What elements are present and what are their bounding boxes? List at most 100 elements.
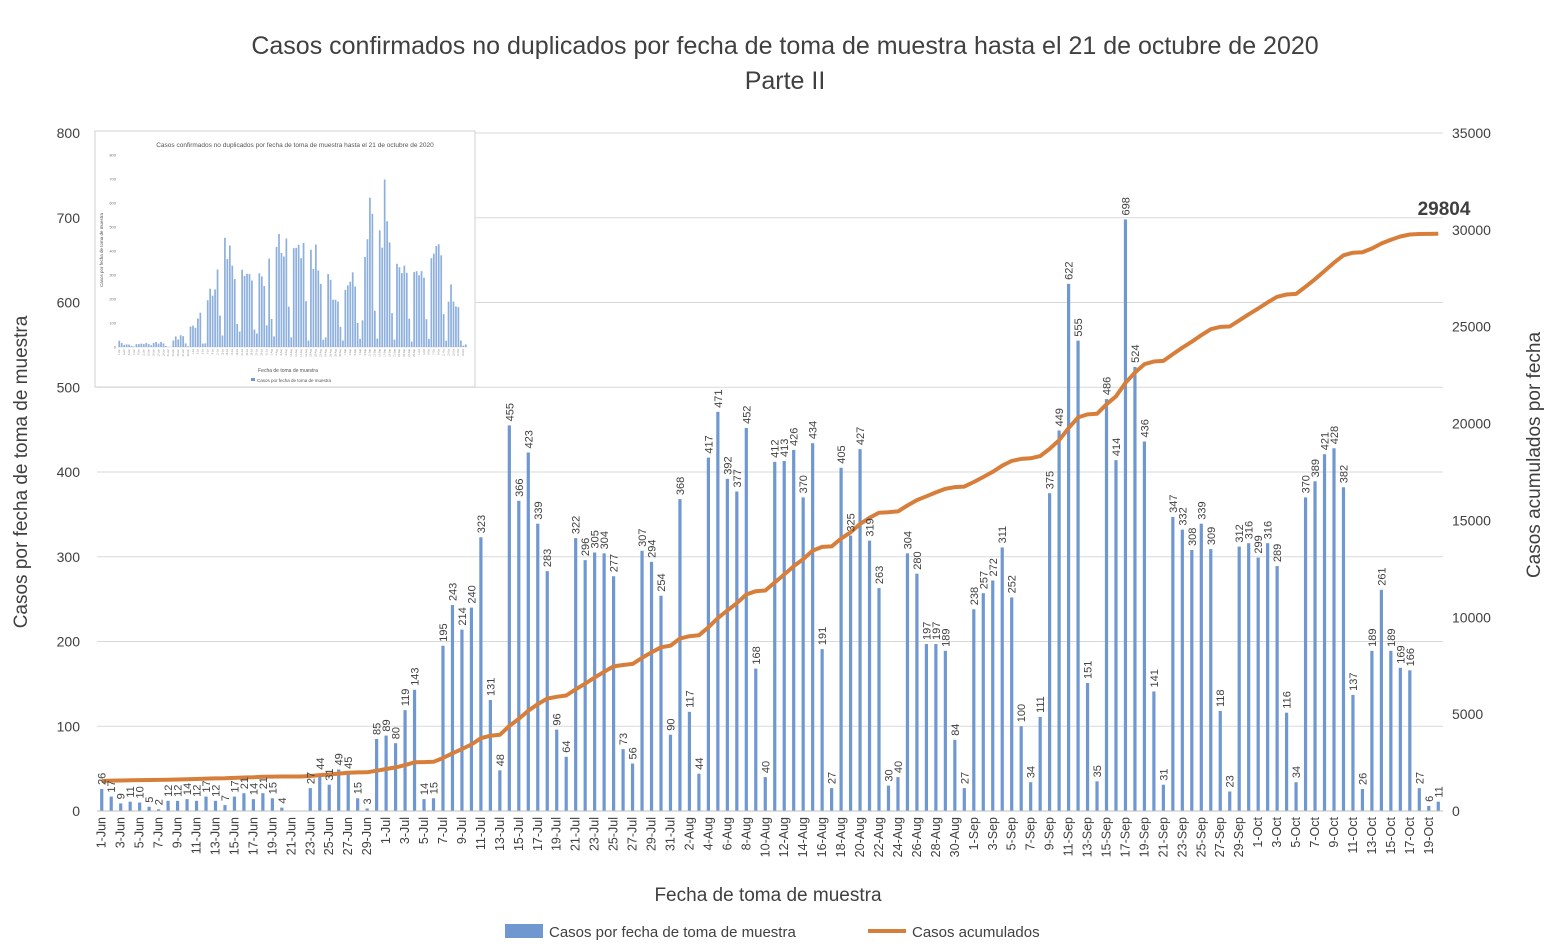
bar [792, 449, 796, 811]
inset-bar [236, 323, 239, 347]
bar [1322, 454, 1327, 811]
inset-x-tick-label: 19-Sep [388, 348, 391, 356]
inset-x-tick-label: 19-Jul [236, 349, 239, 356]
inset-x-tick-label: 27-Sep [408, 348, 411, 356]
x-tick-label: 22-Aug [872, 817, 886, 857]
bar [479, 537, 483, 811]
inset-bar [447, 301, 450, 347]
inset-bar [157, 343, 160, 347]
bar-data-label: 332 [1177, 507, 1189, 525]
legend-line-label: Casos acumulados [912, 924, 1040, 941]
inset-x-tick-label: 15-Sep [379, 348, 382, 356]
bar-data-label: 15 [429, 782, 441, 794]
bar [574, 538, 578, 811]
y-left-tick-label: 800 [57, 125, 81, 141]
inset-bar [125, 344, 128, 347]
inset-bar [238, 331, 241, 347]
bar [659, 595, 663, 811]
bar-data-label: 555 [1073, 318, 1085, 336]
inset-bar [283, 256, 285, 347]
inset-bar [260, 276, 263, 347]
bar [630, 763, 635, 811]
bar [1190, 549, 1194, 811]
inset-bar [226, 259, 229, 347]
x-tick-label: 30-Aug [948, 817, 962, 857]
inset-x-tick-label: 17-Oct [457, 349, 460, 357]
inset-x-tick-label: 13-Jun [148, 348, 151, 356]
inset-x-tick-label: 19-Oct [462, 349, 465, 357]
bar-data-label: 27 [959, 772, 971, 784]
bar-data-label: 452 [741, 406, 753, 424]
y-right-tick-label: 30000 [1452, 222, 1491, 238]
bar [128, 801, 132, 811]
inset-frame [94, 130, 476, 388]
inset-bar [393, 339, 396, 347]
bar-data-label: 370 [798, 475, 810, 493]
inset-bar [228, 245, 231, 347]
bar-data-label: 48 [495, 754, 507, 766]
bar-data-label: 214 [457, 607, 469, 625]
bar [1095, 781, 1099, 811]
x-tick-label: 21-Jul [569, 817, 583, 851]
inset-bar [322, 339, 325, 347]
inset-x-tick-label: 25-Sep [403, 348, 406, 356]
bar [270, 798, 274, 811]
x-tick-label: 13-Oct [1365, 816, 1379, 854]
x-tick-label: 7-Oct [1308, 816, 1322, 847]
inset-bar [243, 275, 246, 347]
inset-bar [408, 318, 411, 347]
bar-data-label: 56 [628, 747, 640, 759]
x-tick-label: 24-Aug [891, 817, 905, 857]
inset-x-tick-label: 1-Jun [118, 348, 121, 355]
bar-data-label: 455 [504, 403, 516, 421]
inset-bar [246, 273, 248, 347]
bar-data-label: 471 [713, 389, 725, 407]
bar-data-label: 311 [997, 526, 1009, 544]
bar-data-label: 17 [201, 780, 213, 792]
legend-bar-swatch [505, 924, 543, 938]
bar-data-label: 243 [447, 583, 459, 601]
bar-data-label: 277 [609, 554, 621, 572]
bar-data-label: 40 [760, 761, 772, 773]
inset-bar [201, 343, 204, 347]
bar-data-label: 304 [902, 531, 914, 549]
bar-data-label: 436 [1139, 419, 1151, 437]
bar [801, 497, 805, 811]
bar-data-label: 421 [1320, 432, 1332, 450]
bar [972, 609, 976, 811]
bar-data-label: 137 [1348, 673, 1360, 691]
inset-x-tick-label: 23-Sep [398, 348, 401, 356]
inset-bar [197, 318, 199, 347]
inset-bar [152, 342, 155, 347]
bar [602, 553, 606, 811]
bar-data-label: 486 [1102, 377, 1114, 395]
bar-data-label: 312 [1234, 524, 1246, 542]
bar [811, 443, 815, 811]
inset-x-tick-label: 21-Jul [241, 349, 244, 356]
bar [356, 798, 360, 811]
bar-data-label: 73 [618, 733, 630, 745]
inset-x-tick-label: 2-Aug [270, 348, 273, 355]
inset-x-tick-label: 20-Aug [315, 348, 318, 356]
x-tick-label: 8-Aug [739, 817, 753, 850]
y-left-tick-label: 200 [57, 634, 81, 650]
bar-data-label: 119 [400, 689, 412, 707]
inset-x-tick-label: 21-Sep [393, 348, 396, 356]
inset-bar [160, 341, 162, 347]
bar-data-label: 305 [590, 530, 602, 548]
inset-x-tick-label: 8-Aug [285, 348, 288, 355]
inset-bar [214, 289, 216, 347]
bar [782, 460, 786, 811]
inset-bar [423, 277, 425, 347]
inset-bar [462, 345, 465, 347]
bar [460, 629, 464, 811]
x-tick-label: 9-Jul [455, 817, 469, 844]
inset-x-tick-label: 13-Jul [221, 349, 224, 356]
bar [147, 806, 151, 811]
bar-data-label: 117 [684, 690, 696, 708]
y-left-tick-label: 0 [72, 803, 80, 819]
bar-data-label: 10 [135, 786, 147, 798]
bar [915, 573, 919, 811]
bar-data-label: 3 [362, 798, 374, 804]
inset-bar [410, 341, 413, 347]
